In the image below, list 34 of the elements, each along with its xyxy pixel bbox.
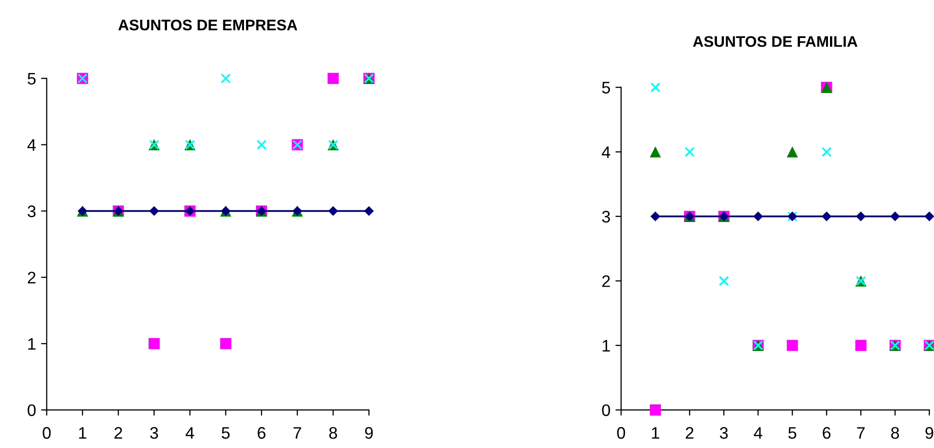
x-tick-label: 4 bbox=[186, 427, 194, 439]
x-tick-label: 5 bbox=[788, 427, 796, 439]
x-tick-label: 3 bbox=[150, 427, 158, 439]
x-tick-label: 9 bbox=[925, 427, 934, 439]
x-tick-label: 2 bbox=[114, 427, 122, 439]
y-tick-label: 4 bbox=[602, 146, 610, 158]
x-tick-label: 8 bbox=[329, 427, 338, 439]
y-tick-label: 0 bbox=[602, 404, 610, 416]
y-tick-label: 2 bbox=[28, 272, 36, 284]
x-tick-label: 3 bbox=[720, 427, 728, 439]
x-tick-label: 6 bbox=[822, 427, 830, 439]
y-tick-label: 4 bbox=[27, 139, 36, 151]
x-tick-label: 7 bbox=[294, 427, 302, 439]
x-tick-label: 0 bbox=[617, 427, 626, 439]
y-tick-label: 2 bbox=[602, 275, 610, 287]
x-tick-label: 7 bbox=[857, 427, 865, 439]
y-tick-label: 3 bbox=[602, 210, 610, 223]
y-tick-label: 5 bbox=[28, 72, 36, 85]
x-tick-label: 1 bbox=[652, 427, 660, 439]
y-tick-label: 3 bbox=[28, 205, 36, 218]
x-tick-label: 9 bbox=[365, 427, 373, 439]
y-tick-label: 0 bbox=[28, 404, 36, 416]
x-tick-label: 6 bbox=[258, 427, 266, 439]
x-tick-label: 2 bbox=[686, 427, 694, 439]
x-tick-label: 8 bbox=[891, 427, 899, 439]
y-tick-label: 5 bbox=[602, 82, 610, 94]
x-tick-label: 5 bbox=[222, 427, 230, 439]
y-tick-label: 1 bbox=[28, 338, 36, 350]
x-tick-label: 4 bbox=[754, 427, 762, 439]
x-tick-label: 0 bbox=[42, 427, 51, 439]
y-tick-label: 1 bbox=[602, 340, 610, 352]
chart-title: ASUNTOS DE EMPRESA bbox=[118, 20, 298, 30]
x-tick-label: 1 bbox=[79, 427, 86, 439]
chart-title: ASUNTOS DE FAMILIA bbox=[692, 36, 858, 47]
